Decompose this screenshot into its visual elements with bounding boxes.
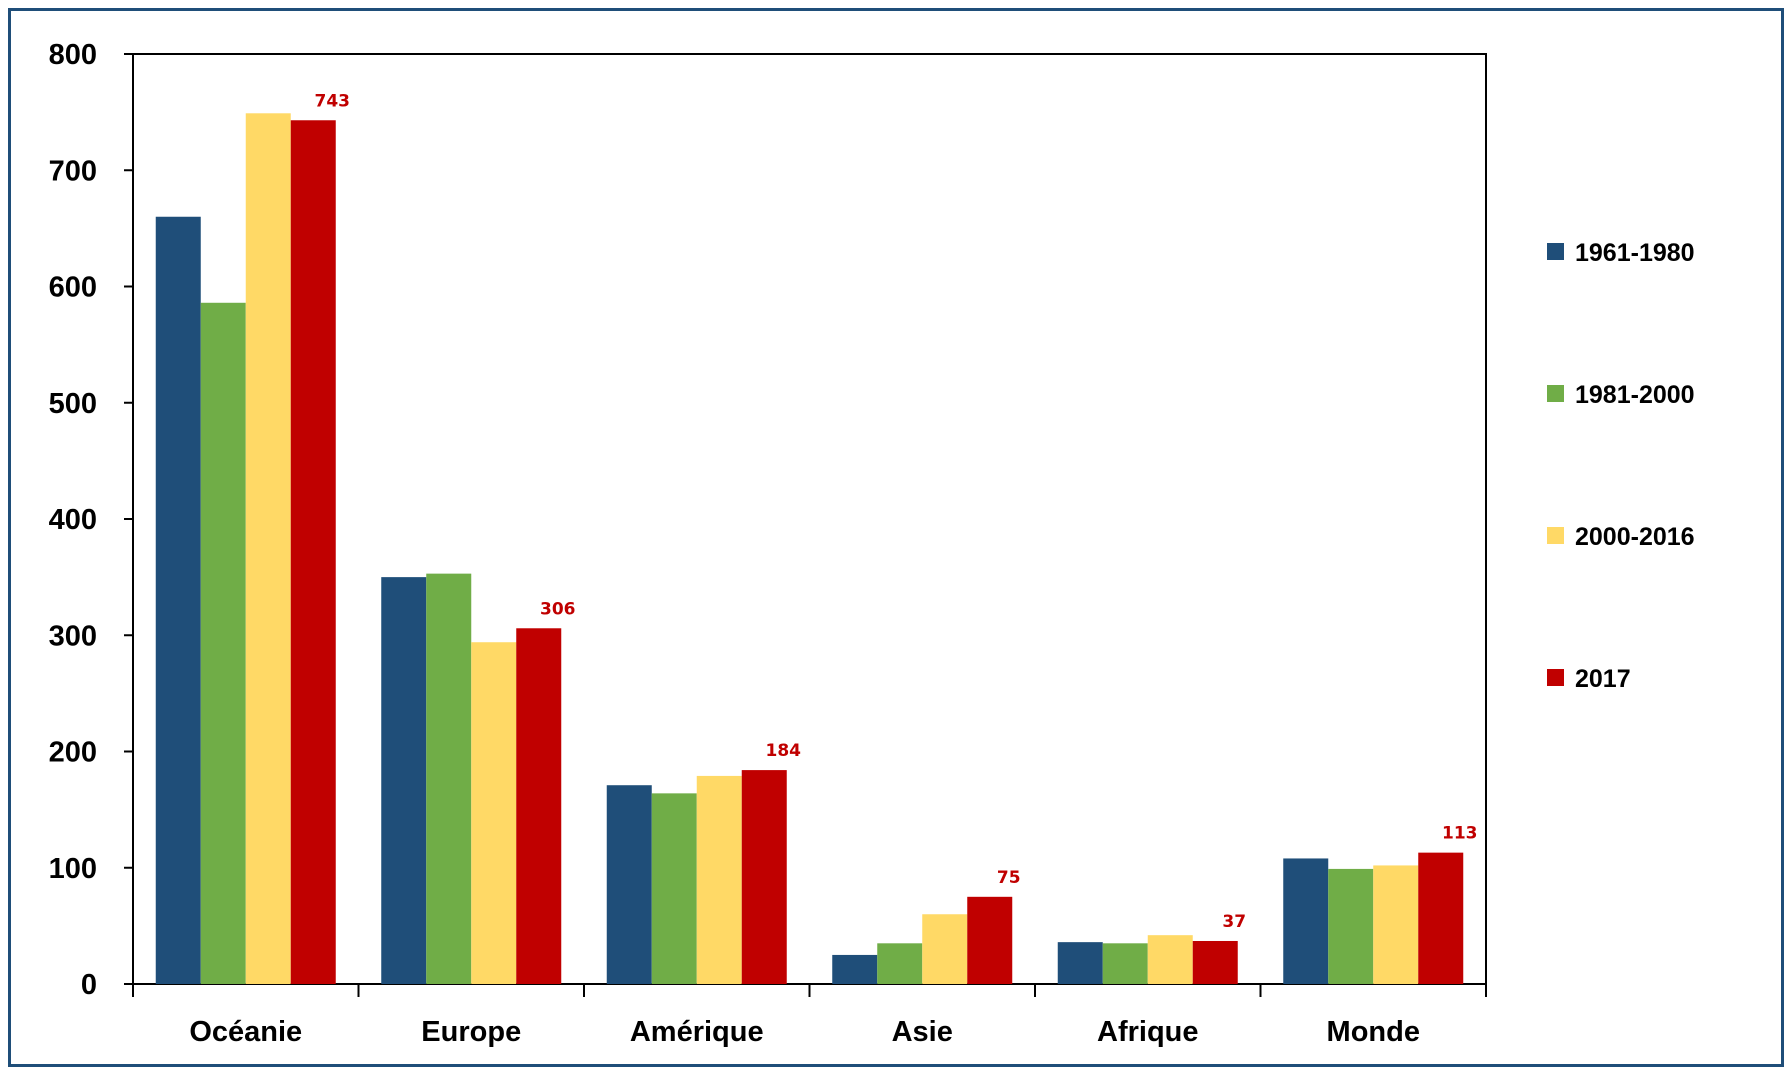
- bar: [1283, 858, 1329, 984]
- plot-area: [132, 53, 1487, 985]
- legend-swatch: [1547, 243, 1564, 260]
- bar: [290, 120, 336, 984]
- legend-label: 1981-2000: [1575, 381, 1695, 409]
- bar: [651, 793, 697, 984]
- y-tick-label: 700: [49, 155, 97, 187]
- bar: [1057, 942, 1103, 984]
- y-tick-label: 500: [49, 388, 97, 420]
- y-tick-label: 100: [49, 853, 97, 885]
- legend-label: 1961-1980: [1575, 239, 1695, 267]
- data-label: 184: [766, 741, 802, 761]
- category-label: Afrique: [1097, 1016, 1199, 1048]
- category-label: Asie: [892, 1016, 953, 1048]
- bar: [832, 954, 878, 984]
- legend-swatch: [1547, 385, 1564, 402]
- data-label: 306: [540, 599, 576, 619]
- y-tick-label: 400: [49, 504, 97, 536]
- bar: [877, 943, 923, 984]
- y-axis: 0 100 200 300 400 500 600 700 800: [49, 39, 133, 1001]
- category-label: Monde: [1327, 1016, 1420, 1048]
- data-labels: 743 306 184 75 37 113: [315, 91, 1478, 932]
- y-tick-label: 600: [49, 272, 97, 304]
- legend-swatch: [1547, 669, 1564, 686]
- bar: [1328, 868, 1374, 984]
- x-axis: Océanie Europe Amérique Asie Afrique Monde: [132, 984, 1487, 1048]
- bar: [606, 785, 652, 984]
- bar: [200, 302, 246, 984]
- data-label: 75: [997, 868, 1021, 888]
- bar: [516, 628, 562, 984]
- bar: [426, 573, 472, 984]
- legend-label: 2017: [1575, 665, 1631, 693]
- bar: [155, 216, 201, 984]
- bars: [155, 113, 1464, 985]
- plot-border: [132, 53, 1487, 985]
- data-label: 37: [1222, 912, 1246, 932]
- data-label: 743: [315, 91, 351, 111]
- y-tick-label: 800: [49, 39, 97, 71]
- legend: 1961-1980 1981-2000 2000-2016 2017: [1547, 239, 1695, 693]
- category-label: Europe: [421, 1016, 521, 1048]
- category-label: Océanie: [189, 1016, 302, 1048]
- bar: [471, 642, 517, 984]
- bar: [1418, 852, 1464, 984]
- bar: [1192, 940, 1238, 984]
- bar: [1147, 935, 1193, 984]
- bar: [967, 896, 1013, 984]
- bar: [381, 577, 427, 984]
- legend-label: 2000-2016: [1575, 523, 1695, 551]
- y-tick-label: 200: [49, 737, 97, 769]
- data-label: 113: [1442, 824, 1478, 844]
- bar: [245, 113, 291, 985]
- y-tick-label: 0: [81, 969, 97, 1001]
- category-label: Amérique: [630, 1016, 764, 1048]
- bar: [1102, 943, 1148, 984]
- y-tick-label: 300: [49, 620, 97, 652]
- legend-swatch: [1547, 527, 1564, 544]
- bar: [1373, 865, 1419, 984]
- bar: [741, 770, 787, 984]
- bar: [696, 775, 742, 984]
- bar: [922, 914, 968, 984]
